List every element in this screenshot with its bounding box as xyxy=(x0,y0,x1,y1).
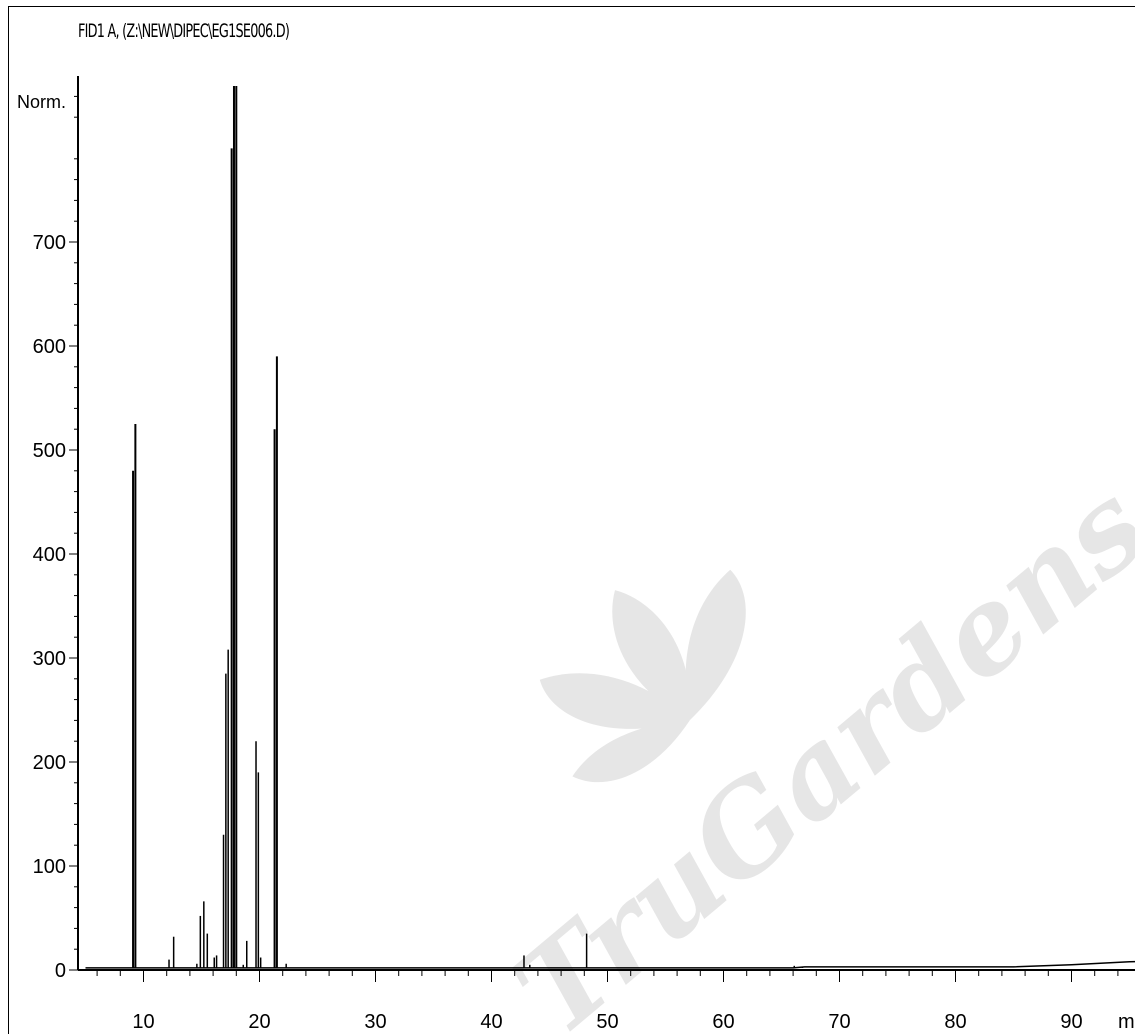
y-tick-label: 700 xyxy=(33,232,66,254)
y-tick-label: 300 xyxy=(33,648,66,670)
watermark-text: TruGardens.com xyxy=(489,252,1135,1034)
x-tick-label: 10 xyxy=(132,1011,154,1033)
chart-title: FID1 A, (Z:\NEW\DIPEC\EG1SE006.D) xyxy=(78,20,290,42)
x-tick-label: 70 xyxy=(828,1011,850,1033)
x-tick-label: 20 xyxy=(248,1011,270,1033)
frame-border-left xyxy=(8,6,9,1034)
x-tick-label: 30 xyxy=(364,1011,386,1033)
watermark-leaf-4 xyxy=(572,720,690,783)
y-tick-label: 600 xyxy=(33,336,66,358)
y-tick-label: 400 xyxy=(33,544,66,566)
x-axis-label: min xyxy=(1118,1011,1135,1033)
y-tick-label: 0 xyxy=(55,960,66,982)
y-tick-label: 200 xyxy=(33,752,66,774)
y-axis-label: Norm. xyxy=(17,92,66,112)
x-tick-label: 80 xyxy=(944,1011,966,1033)
watermark-leaf-1 xyxy=(612,590,691,720)
y-tick-label: 500 xyxy=(33,440,66,462)
watermark-leaf-3 xyxy=(685,569,746,720)
frame-border-top xyxy=(8,6,1135,7)
x-tick-label: 60 xyxy=(712,1011,734,1033)
watermark-leaf-logo xyxy=(539,569,746,783)
y-tick-label: 100 xyxy=(33,856,66,878)
watermark-leaf-2 xyxy=(539,673,690,729)
baseline-trace xyxy=(85,960,1135,969)
x-tick-label: 40 xyxy=(480,1011,502,1033)
x-tick-label: 50 xyxy=(596,1011,618,1033)
x-tick-label: 90 xyxy=(1060,1011,1082,1033)
